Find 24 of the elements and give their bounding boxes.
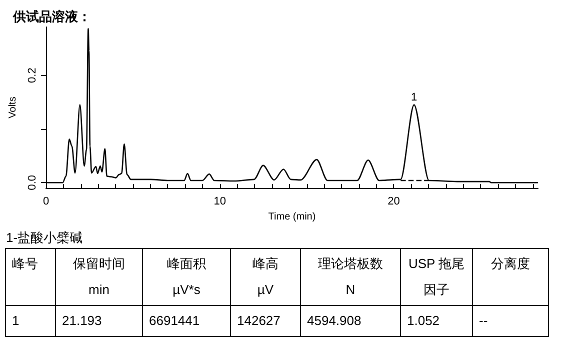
y-tick-label: 0.2 bbox=[26, 68, 38, 83]
chart-title: 供试品溶液： bbox=[12, 9, 91, 24]
text: 理论塔板数 N bbox=[300, 248, 400, 306]
x-tick-label: 20 bbox=[388, 196, 400, 208]
text: 4594.908 bbox=[300, 306, 400, 336]
text: 峰号 bbox=[6, 248, 56, 306]
x-tick-label: 0 bbox=[42, 196, 50, 208]
text: -- bbox=[472, 306, 548, 336]
x-axis-title: Time (min) bbox=[268, 211, 316, 222]
text: 21.193 bbox=[56, 306, 142, 336]
text: 6691441 bbox=[142, 306, 230, 336]
text: USP 拖尾因子 bbox=[400, 248, 472, 306]
text: 峰面积 µV*s bbox=[142, 248, 230, 306]
text: 分离度 bbox=[472, 248, 548, 306]
y-axis-title: Volts bbox=[8, 96, 18, 118]
text: 峰高 µV bbox=[230, 248, 300, 306]
x-tick-label: 10 bbox=[214, 196, 226, 208]
text: 1 bbox=[6, 306, 56, 336]
annotation: 1 bbox=[410, 91, 418, 104]
text: 保留时间 min bbox=[56, 248, 142, 306]
text: 1-盐酸小檗碱 bbox=[6, 229, 83, 247]
text: 1.052 bbox=[400, 306, 472, 336]
y-tick-label: 0.0 bbox=[26, 174, 38, 190]
text: 142627 bbox=[230, 306, 300, 336]
